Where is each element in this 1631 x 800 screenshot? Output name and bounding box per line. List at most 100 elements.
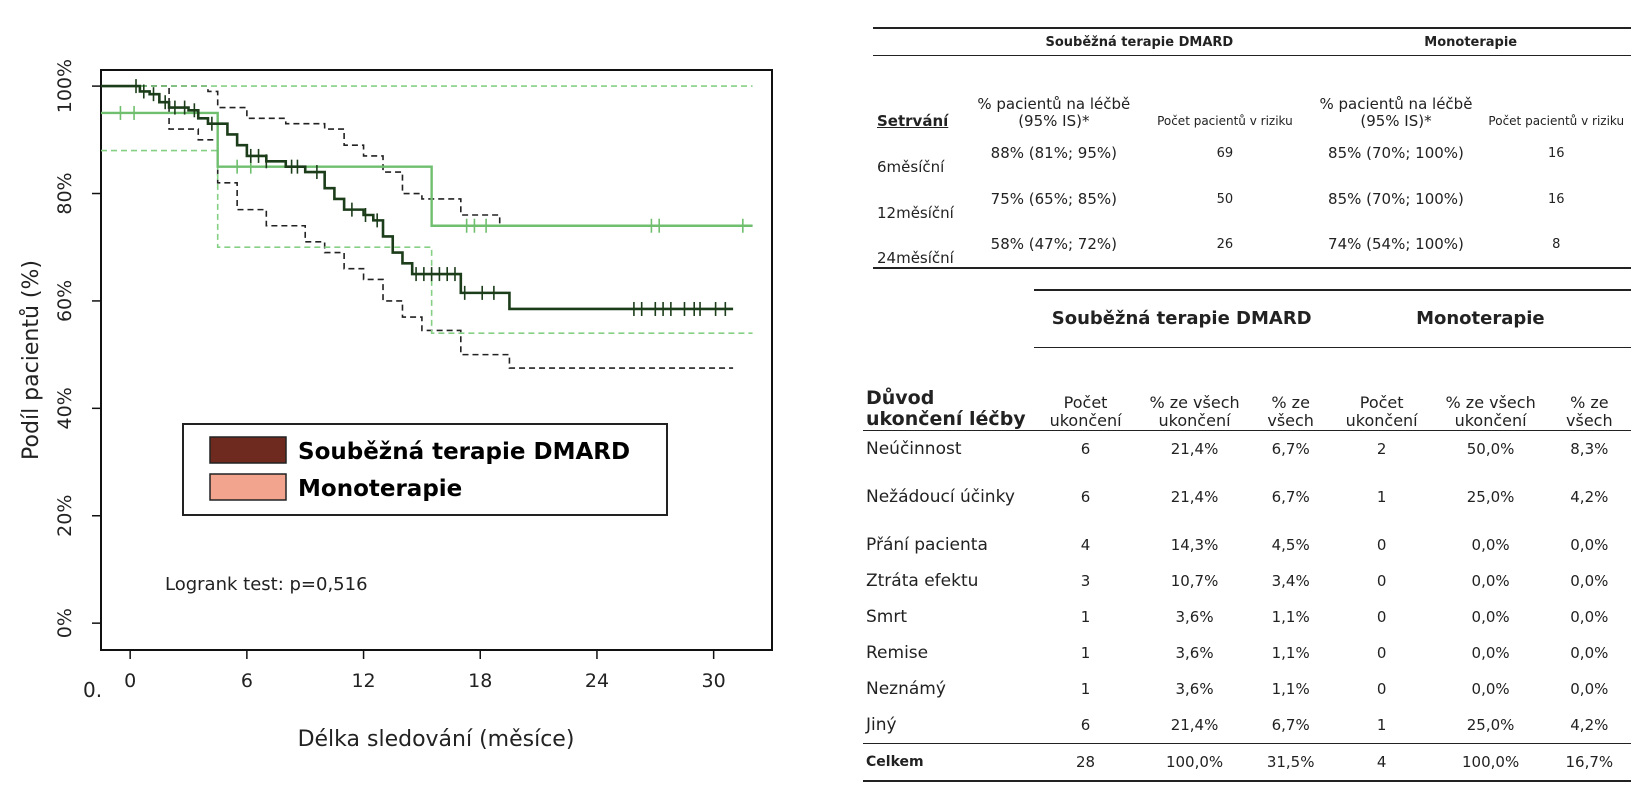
ci-line-ci-upper — [101, 85, 753, 227]
cell: 0 — [1376, 644, 1387, 662]
cell: 6,7% — [1271, 716, 1310, 734]
cell: 6 — [1080, 440, 1091, 458]
cell: 1 — [1376, 716, 1387, 734]
row-label: 12měsíční — [877, 204, 954, 222]
table1-corner — [873, 27, 969, 56]
row-label: Nežádoucí účinky — [866, 486, 1015, 507]
cell: 4,2% — [1570, 488, 1609, 506]
cell: 4 — [1080, 536, 1091, 554]
row-label: Jiný — [866, 714, 897, 735]
cell: 0,0% — [1570, 644, 1609, 662]
table-row: 6měsíční 88% (81%; 95%) 69 85% (70%; 100… — [873, 130, 1631, 176]
table1-row-header: Setrvání — [877, 112, 949, 130]
table2-corner — [863, 290, 1034, 348]
row-label: Neúčinnost — [866, 438, 962, 459]
cell: 1 — [1080, 680, 1091, 698]
cell: 31,5% — [1251, 743, 1330, 782]
table-row: Smrt 1 3,6% 1,1% 0 0,0% 0,0% — [863, 599, 1631, 635]
cell: 8,3% — [1570, 440, 1609, 458]
cell: 8 — [1481, 222, 1631, 269]
table2-col-pct-stops-dmard: % ze všech ukončení — [1137, 347, 1252, 431]
legend-swatch-dmard — [209, 436, 287, 464]
ci-line-ci-lower — [101, 149, 753, 334]
table1-col-pct-mono: % pacientů na léčbě (95% IS)* — [1319, 95, 1473, 130]
total-row: Celkem 28 100,0% 31,5% 4 100,0% 16,7% — [863, 743, 1631, 782]
y-tick-label: 80% — [54, 172, 76, 214]
x-tick-label: 6 — [241, 670, 253, 692]
row-label: 24měsíční — [873, 222, 969, 269]
cell: 0,0% — [1471, 680, 1510, 698]
table1-col-n-dmard: Počet pacientů v riziku — [1157, 114, 1293, 128]
row-label: Remise — [866, 642, 929, 663]
cell: 4,5% — [1271, 536, 1310, 554]
y-tick-label: 60% — [54, 280, 76, 322]
cell: 25,0% — [1466, 716, 1515, 734]
cell: 50,0% — [1466, 440, 1515, 458]
cell: 25,0% — [1466, 488, 1515, 506]
cell: 6 — [1080, 716, 1091, 734]
cell: 2 — [1376, 440, 1387, 458]
cell: 0 — [1376, 608, 1387, 626]
cell: 6,7% — [1271, 440, 1310, 458]
cell: 28 — [1033, 743, 1138, 782]
y-tick-label: 20% — [54, 495, 76, 537]
cell: 0,0% — [1471, 536, 1510, 554]
axis-ticks: 0 6 12 18 24 30 0% 20% 40% 60% 80% 100% — [54, 59, 726, 692]
cell: 10,7% — [1170, 572, 1219, 590]
legend-label-dmard: Souběžná terapie DMARD — [298, 439, 630, 465]
cell: 4,2% — [1570, 716, 1609, 734]
table2-col-n-dmard: Počet ukončení — [1033, 347, 1138, 431]
table1-group-mono: Monoterapie — [1310, 27, 1631, 56]
x-tick-label: 18 — [468, 670, 492, 692]
cell: 85% (70%; 100%) — [1328, 189, 1464, 208]
logrank-annotation: Logrank test: p=0,516 — [165, 574, 368, 595]
cell: 26 — [1139, 222, 1311, 269]
cell: 14,3% — [1170, 536, 1219, 554]
cell: 3,4% — [1271, 572, 1310, 590]
discontinuation-table: Souběžná terapie DMARD Monoterapie Důvod… — [863, 289, 1631, 782]
y-tick-label: 40% — [54, 387, 76, 429]
cell: 6,7% — [1271, 488, 1310, 506]
cell: 0,0% — [1570, 572, 1609, 590]
cell: 85% (70%; 100%) — [1328, 143, 1464, 162]
x-tick-label: 30 — [702, 670, 726, 692]
y-tick-label: 0% — [54, 608, 76, 638]
table-row: Jiný 6 21,4% 6,7% 1 25,0% 4,2% — [863, 707, 1631, 744]
cell: 0 — [1376, 572, 1387, 590]
table-row: Nežádoucí účinky 6 21,4% 6,7% 1 25,0% 4,… — [863, 467, 1631, 527]
x-origin-label: 0. — [83, 678, 102, 702]
cell: 21,4% — [1170, 716, 1219, 734]
censor-marks — [119, 79, 744, 316]
cell: 3 — [1080, 572, 1091, 590]
row-label: Ztráta efektu — [866, 570, 979, 591]
table2-group-dmard: Souběžná terapie DMARD — [1033, 289, 1330, 348]
table2-col-pct-stops-mono: % ze všech ukončení — [1433, 347, 1548, 431]
total-label: Celkem — [863, 743, 1034, 782]
confidence-bands — [101, 85, 753, 369]
table1-group-dmard: Souběžná terapie DMARD — [968, 27, 1311, 56]
cell: 21,4% — [1170, 440, 1219, 458]
cell: 3,6% — [1175, 644, 1214, 662]
table1-col-n-mono: Počet pacientů v riziku — [1488, 114, 1625, 128]
cell: 3,6% — [1175, 608, 1214, 626]
table2-group-mono: Monoterapie — [1329, 289, 1631, 348]
cell: 0 — [1376, 536, 1387, 554]
row-label: Přání pacienta — [866, 534, 988, 555]
x-tick-label: 0 — [124, 670, 136, 692]
cell: 16,7% — [1547, 743, 1631, 782]
cell: 1 — [1080, 608, 1091, 626]
y-tick-label: 100% — [54, 59, 76, 113]
cell: 16 — [1547, 191, 1565, 207]
cell: 0,0% — [1471, 644, 1510, 662]
cell: 50 — [1216, 191, 1234, 207]
cell: 0,0% — [1570, 536, 1609, 554]
table-row: Přání pacienta 4 14,3% 4,5% 0 0,0% 0,0% — [863, 527, 1631, 563]
cell: 58% (47%; 72%) — [968, 222, 1140, 269]
cell: 0,0% — [1570, 608, 1609, 626]
cell: 1,1% — [1271, 680, 1310, 698]
cell: 1 — [1080, 644, 1091, 662]
x-tick-label: 12 — [351, 670, 375, 692]
cell: 0 — [1376, 680, 1387, 698]
table-row: Neúčinnost 6 21,4% 6,7% 2 50,0% 8,3% — [863, 431, 1631, 468]
cell: 3,6% — [1175, 680, 1214, 698]
